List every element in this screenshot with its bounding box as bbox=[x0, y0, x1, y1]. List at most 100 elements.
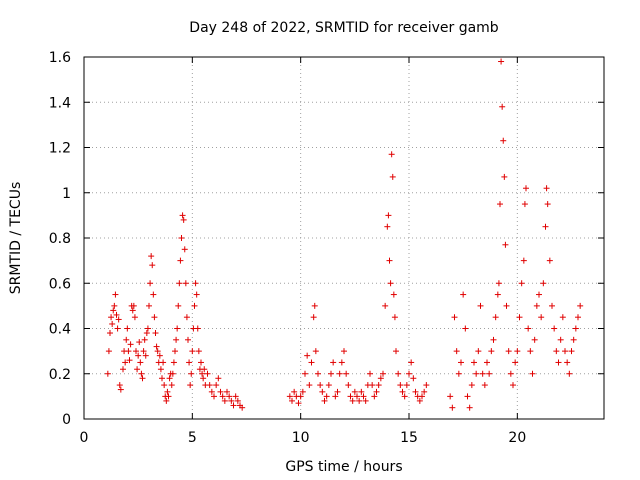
data-point bbox=[543, 185, 550, 192]
data-point bbox=[200, 375, 207, 382]
data-point bbox=[389, 173, 396, 180]
data-point bbox=[115, 316, 122, 323]
data-point bbox=[497, 201, 503, 208]
data-point bbox=[369, 382, 376, 389]
data-point bbox=[328, 370, 334, 377]
y-tick-label: 0.8 bbox=[49, 231, 71, 247]
data-point bbox=[108, 314, 115, 321]
data-point bbox=[341, 348, 347, 355]
data-point bbox=[206, 382, 213, 389]
data-point bbox=[323, 393, 330, 400]
data-point bbox=[199, 370, 206, 377]
data-point bbox=[502, 241, 509, 248]
data-point bbox=[399, 388, 406, 395]
data-point bbox=[546, 257, 553, 264]
data-point bbox=[311, 302, 318, 309]
data-point bbox=[367, 370, 373, 377]
data-point bbox=[471, 359, 477, 366]
data-point bbox=[505, 348, 512, 355]
data-point bbox=[157, 366, 164, 373]
data-point bbox=[371, 393, 378, 400]
data-point bbox=[377, 375, 384, 382]
data-point bbox=[176, 280, 183, 287]
data-point bbox=[498, 58, 505, 65]
data-point bbox=[159, 375, 165, 382]
data-point bbox=[500, 137, 507, 144]
data-point bbox=[188, 370, 195, 377]
data-point bbox=[325, 382, 332, 389]
data-point bbox=[397, 382, 404, 389]
data-point bbox=[308, 359, 315, 366]
data-point bbox=[142, 352, 149, 359]
data-point bbox=[166, 375, 173, 382]
data-point bbox=[127, 341, 134, 348]
data-point bbox=[312, 348, 319, 355]
data-point bbox=[172, 348, 178, 355]
data-points bbox=[104, 58, 584, 411]
data-point bbox=[403, 382, 410, 389]
data-point bbox=[230, 402, 237, 409]
data-point bbox=[544, 201, 551, 208]
data-point bbox=[180, 216, 187, 223]
data-point bbox=[302, 370, 308, 377]
data-point bbox=[147, 280, 154, 287]
data-point bbox=[183, 314, 190, 321]
data-point bbox=[228, 397, 235, 404]
data-point bbox=[289, 397, 295, 404]
data-point bbox=[512, 359, 519, 366]
data-point bbox=[499, 103, 506, 110]
data-point bbox=[549, 302, 555, 309]
data-point bbox=[152, 330, 159, 337]
data-point bbox=[204, 370, 211, 377]
data-point bbox=[386, 257, 393, 264]
data-point bbox=[156, 352, 163, 359]
data-point bbox=[388, 151, 395, 158]
data-point bbox=[129, 307, 136, 314]
data-point bbox=[351, 388, 358, 395]
data-point bbox=[179, 212, 186, 219]
data-point bbox=[566, 370, 573, 377]
data-point bbox=[134, 366, 141, 373]
data-point bbox=[490, 336, 497, 343]
data-point bbox=[345, 382, 352, 389]
data-point bbox=[455, 370, 462, 377]
data-point bbox=[160, 359, 167, 366]
data-point bbox=[362, 397, 369, 404]
x-tick-label: 10 bbox=[292, 430, 310, 446]
data-point bbox=[393, 348, 399, 355]
data-point bbox=[477, 302, 484, 309]
data-point bbox=[557, 336, 564, 343]
data-point bbox=[135, 352, 142, 359]
data-point bbox=[391, 314, 398, 321]
data-point bbox=[338, 359, 345, 366]
data-point bbox=[354, 393, 360, 400]
data-point bbox=[334, 388, 341, 395]
data-point bbox=[373, 388, 380, 395]
data-point bbox=[137, 359, 144, 366]
data-point bbox=[185, 336, 191, 343]
data-point bbox=[291, 388, 298, 395]
x-tick-label: 20 bbox=[508, 430, 526, 446]
data-point bbox=[384, 223, 391, 230]
data-point bbox=[553, 348, 560, 355]
data-point bbox=[473, 370, 480, 377]
data-point bbox=[520, 257, 527, 264]
data-point bbox=[114, 325, 121, 332]
data-point bbox=[192, 280, 199, 287]
data-point bbox=[319, 388, 326, 395]
data-point bbox=[540, 280, 547, 287]
data-point bbox=[495, 280, 502, 287]
data-point bbox=[419, 393, 425, 400]
data-point bbox=[518, 280, 525, 287]
data-point bbox=[375, 382, 382, 389]
data-point bbox=[217, 388, 224, 395]
data-point bbox=[189, 348, 196, 355]
data-point bbox=[568, 348, 575, 355]
plot-frame bbox=[83, 56, 605, 420]
data-point bbox=[153, 343, 160, 350]
data-point bbox=[466, 404, 473, 411]
data-point bbox=[421, 388, 428, 395]
data-point bbox=[143, 330, 150, 337]
data-point bbox=[123, 336, 130, 343]
data-point bbox=[406, 370, 412, 377]
